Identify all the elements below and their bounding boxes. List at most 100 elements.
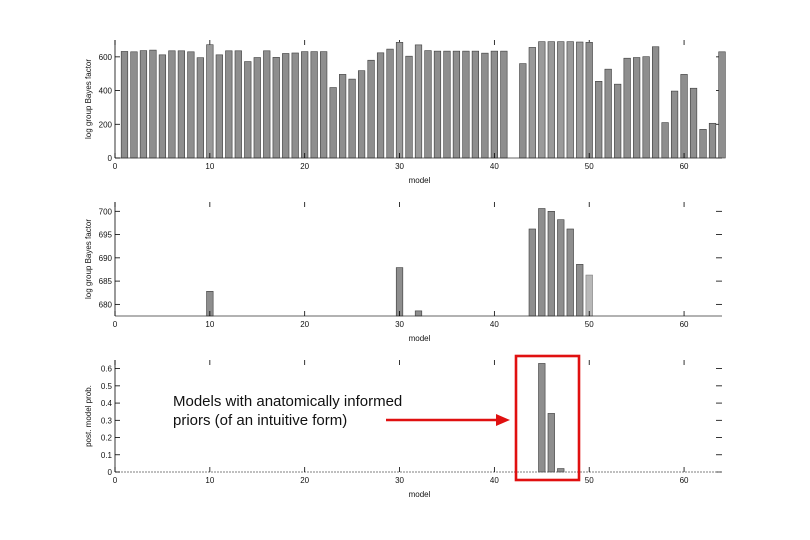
bar — [528, 228, 536, 317]
y-tick-label: 0.3 — [101, 416, 113, 425]
bar — [547, 413, 555, 473]
bar — [614, 83, 622, 159]
x-tick-label: 50 — [585, 476, 594, 485]
bar — [547, 211, 555, 317]
bar — [708, 122, 717, 159]
bar — [206, 44, 214, 159]
x-tick-label: 40 — [490, 320, 499, 329]
bar — [566, 41, 574, 159]
annotation-overlay: Models with anatomically informed priors… — [173, 354, 581, 482]
y-tick-label: 700 — [99, 207, 113, 216]
bar — [538, 208, 546, 317]
bar — [557, 468, 565, 473]
panel-posterior-prob: 0 0.1 0.2 0.3 0.4 0.5 0.6 0 10 20 30 40 50 60 model pos… — [84, 360, 722, 499]
x-tick-label: 40 — [490, 476, 499, 485]
bar — [490, 50, 498, 159]
annotation-line-1: Models with anatomically informed — [173, 393, 402, 410]
y-tick-label: 690 — [99, 254, 113, 263]
y-tick-label: 400 — [99, 87, 113, 96]
bar — [177, 50, 185, 159]
y-tick-label: 200 — [99, 120, 113, 129]
bar — [215, 54, 223, 159]
y-tick-label: 0 — [108, 154, 113, 163]
bar — [367, 59, 375, 159]
bar — [139, 50, 148, 159]
bar — [272, 57, 280, 159]
y-tick-label: 0.2 — [101, 434, 113, 443]
bar — [395, 267, 404, 317]
bar — [633, 57, 641, 159]
x-tick-label: 40 — [490, 162, 499, 171]
y-tick-label: 600 — [99, 53, 113, 62]
bar — [158, 54, 167, 159]
y-tick-label: 0.1 — [101, 451, 113, 460]
panel-bayes-factor-all: 0 200 400 600 0 10 20 30 40 50 60 model log group Ba… — [84, 40, 726, 185]
bar — [443, 50, 451, 159]
bar — [244, 61, 252, 159]
bar — [320, 51, 328, 159]
x-axis-label: model — [409, 490, 431, 499]
bar — [339, 74, 347, 159]
bar — [547, 41, 555, 159]
x-tick-label: 60 — [680, 162, 689, 171]
bar — [689, 87, 698, 159]
bar — [149, 49, 157, 159]
bar — [414, 310, 423, 317]
x-tick-label: 10 — [205, 476, 214, 485]
bar — [471, 50, 480, 159]
x-axis-label: model — [409, 334, 431, 343]
bar — [395, 42, 404, 159]
bar — [519, 63, 527, 159]
bar — [718, 51, 726, 159]
bar — [670, 90, 679, 159]
annotation-line-2: priors (of an intuitive form) — [173, 412, 347, 429]
bar — [376, 52, 385, 159]
bar — [452, 50, 461, 159]
x-tick-label: 20 — [300, 320, 309, 329]
y-tick-label: 0.5 — [101, 382, 113, 391]
x-tick-label: 30 — [395, 162, 404, 171]
bar — [585, 274, 593, 317]
bar — [234, 50, 242, 159]
x-tick-label: 20 — [300, 162, 309, 171]
bar — [405, 55, 413, 159]
bar — [481, 52, 489, 159]
bar — [357, 70, 366, 159]
y-tick-label: 0 — [108, 468, 113, 477]
bar — [528, 47, 536, 159]
x-tick-label: 10 — [205, 162, 214, 171]
bar — [699, 129, 707, 159]
bar — [424, 50, 432, 159]
bar — [282, 53, 290, 159]
x-tick-label: 0 — [113, 320, 118, 329]
bar — [595, 81, 603, 159]
bar — [263, 50, 271, 159]
x-tick-label: 20 — [300, 476, 309, 485]
bar — [130, 51, 138, 159]
y-axis-label: log group Bayes factor — [84, 219, 93, 299]
bar — [642, 56, 650, 159]
bar — [557, 219, 565, 317]
bar — [623, 57, 631, 159]
bar — [462, 50, 470, 159]
x-tick-label: 50 — [585, 162, 594, 171]
bar — [500, 50, 508, 159]
bar — [187, 51, 195, 159]
y-axis-label: log group Bayes factor — [84, 59, 93, 139]
panel-bayes-factor-zoom: 680 685 690 695 700 0 10 20 30 40 50 60 model log gro… — [84, 202, 722, 343]
y-tick-label: 0.4 — [101, 399, 113, 408]
y-tick-label: 0.6 — [101, 365, 113, 374]
y-tick-label: 680 — [99, 300, 113, 309]
bar — [225, 50, 233, 159]
highlight-box — [514, 354, 581, 482]
bar — [538, 363, 546, 473]
x-tick-label: 60 — [680, 476, 689, 485]
bar — [433, 50, 442, 159]
y-tick-label: 695 — [99, 231, 113, 240]
bar — [386, 48, 394, 159]
x-tick-label: 0 — [113, 162, 118, 171]
bar — [291, 52, 299, 159]
bar — [120, 51, 129, 159]
bar — [557, 41, 565, 159]
